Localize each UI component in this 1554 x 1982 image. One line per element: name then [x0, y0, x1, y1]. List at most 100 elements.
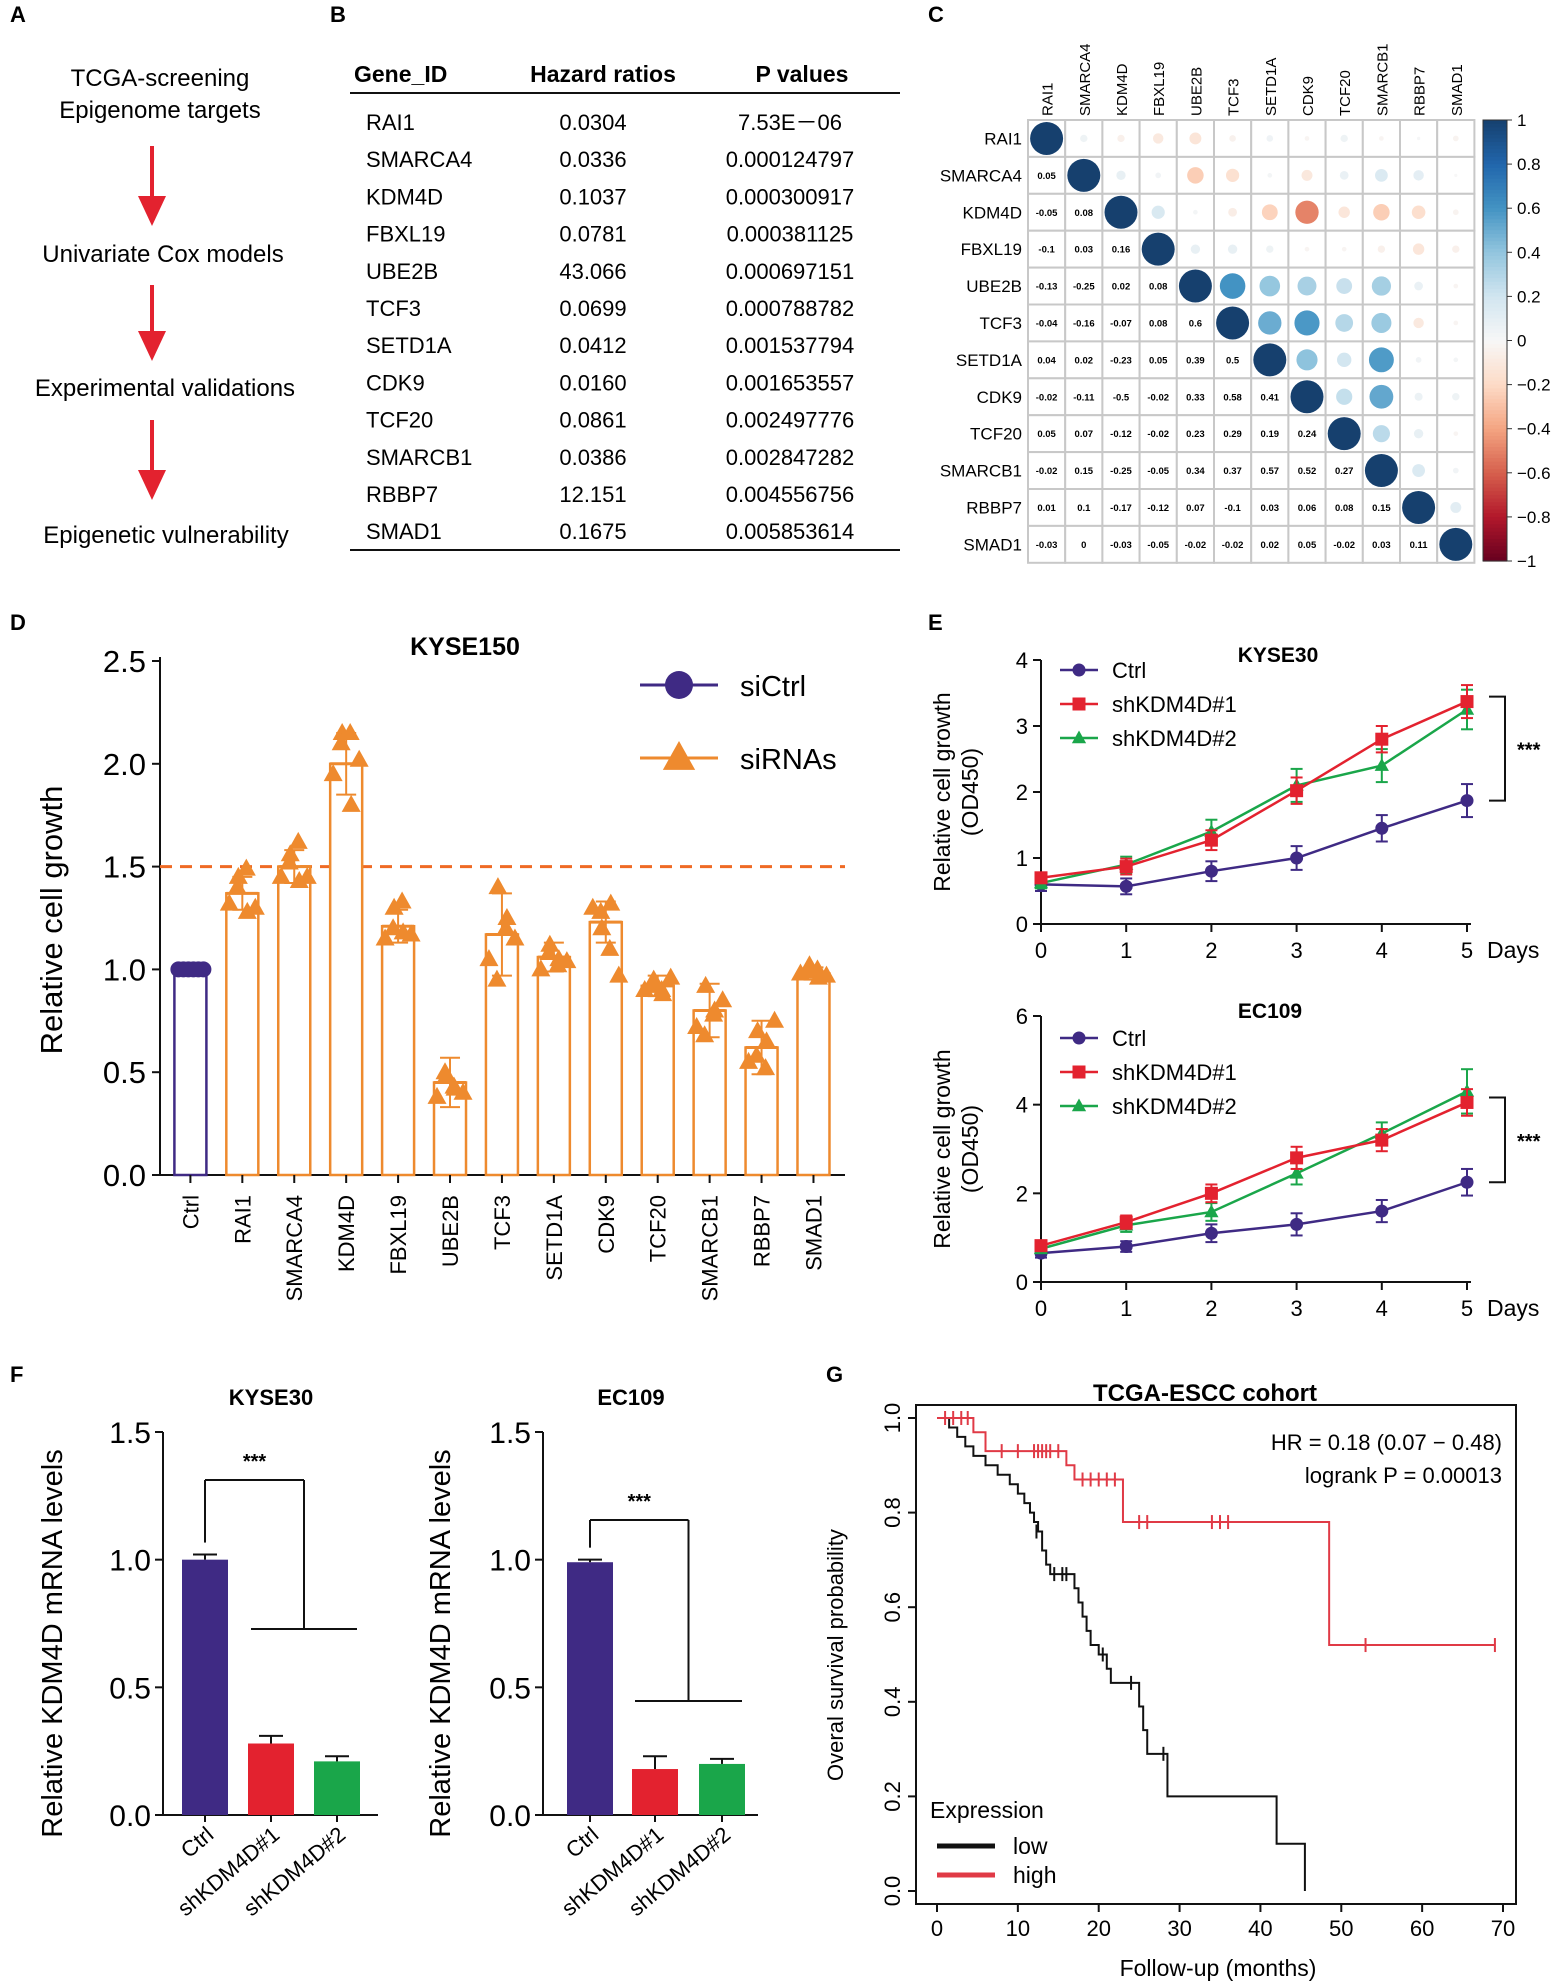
data-point [349, 749, 369, 767]
table-cell-pvalue: 0.000788782 [726, 296, 854, 321]
heatmap-coefficient-label: 0.57 [1261, 466, 1280, 477]
data-point [271, 866, 291, 884]
data-point [1119, 879, 1133, 893]
y-axis-title: Relative KDM4D mRNA levels [425, 1449, 457, 1837]
table-cell-hazard: 0.0386 [559, 445, 626, 470]
flow-step-2: Univariate Cox models [42, 241, 283, 268]
heatmap-coefficient-label: 0.37 [1223, 466, 1242, 477]
table-cell-gene: KDM4D [366, 184, 443, 209]
heatmap-circle [1327, 417, 1361, 451]
heatmap-circle [1261, 204, 1278, 221]
table-cell-hazard: 0.0861 [559, 408, 626, 433]
heatmap-coefficient-label: 0.02 [1112, 282, 1131, 293]
data-point [748, 1021, 768, 1039]
data-point [539, 942, 559, 960]
colorbar-segment [1483, 167, 1507, 173]
bar [536, 955, 572, 1177]
colorbar-tick-label: 0.8 [1517, 155, 1541, 174]
table-cell-hazard: 0.0304 [559, 110, 626, 135]
legend-label: Ctrl [1112, 1026, 1146, 1051]
bar [632, 1769, 678, 1815]
heatmap-circle [1369, 384, 1394, 409]
heatmap-coefficient-label: 0.24 [1298, 429, 1317, 440]
flow-arrow-3-head [138, 470, 166, 500]
heatmap-coefficient-label: -0.02 [1185, 540, 1207, 551]
x-tick-label: 3 [1290, 938, 1302, 963]
panel-label-e: E [928, 610, 943, 635]
heatmap-circle [1453, 320, 1459, 326]
table-header-pvalue: P values [756, 61, 849, 87]
colorbar-tick-label: 0.6 [1517, 199, 1541, 218]
y-tick-label: 1.0 [103, 952, 146, 987]
legend-marker-sictrl [665, 671, 693, 699]
heatmap-cell [1324, 524, 1364, 564]
table-cell-pvalue: 0.001537794 [726, 333, 854, 358]
legend-label: Ctrl [1112, 658, 1146, 683]
colorbar-tick-label: −0.6 [1517, 464, 1551, 483]
heatmap-circle [1371, 276, 1392, 296]
table-cell-gene: TCF3 [366, 296, 421, 321]
colorbar-segment [1483, 487, 1507, 492]
colorbar-segment [1483, 480, 1507, 485]
heatmap-coefficient-label: -0.02 [1333, 540, 1355, 551]
heatmap-cell [1436, 377, 1476, 417]
data-point [323, 764, 343, 782]
data-point [383, 918, 403, 936]
colorbar-segment [1483, 270, 1507, 275]
colorbar-segment [1483, 549, 1507, 555]
y-axis-title: Relative KDM4D mRNA levels [37, 1449, 69, 1837]
colorbar-segment [1483, 362, 1507, 367]
y-tick-label: 0.8 [880, 1497, 905, 1528]
heatmap-coefficient-label: 0.03 [1372, 540, 1391, 551]
heatmap-coefficient-label: 0.03 [1075, 245, 1094, 256]
heatmap-circle [1453, 357, 1459, 363]
data-point [591, 901, 611, 919]
data-point [245, 897, 265, 915]
heatmap-cell [1064, 229, 1104, 269]
chart-title: KYSE30 [1238, 644, 1319, 667]
flow-step-1-line-1: TCGA-screening [71, 65, 250, 92]
heatmap-circle [1301, 169, 1313, 181]
series-line [1040, 708, 1468, 885]
colorbar-segment [1483, 189, 1507, 195]
table-cell-gene: SMARCB1 [366, 445, 472, 470]
heatmap-row-label: CDK9 [977, 388, 1022, 407]
colorbar-segment [1483, 498, 1507, 503]
data-point [297, 866, 317, 884]
colorbar-segment [1483, 472, 1507, 478]
heatmap-column-label: FBXL19 [1151, 62, 1168, 116]
table-cell-pvalue: 0.004556756 [726, 482, 854, 507]
y-axis-title-line-2: (OD450) [957, 1105, 983, 1193]
x-axis-title: Follow-up (months) [1120, 1955, 1317, 1981]
table-cell-gene: TCF20 [366, 408, 433, 433]
table-cell-pvalue: 0.002497776 [726, 408, 854, 433]
heatmap-column-label: SMARCB1 [1374, 43, 1391, 116]
heatmap-circle [1364, 454, 1398, 488]
heatmap-coefficient-label: 0.06 [1298, 503, 1317, 514]
flow-arrow-1-head [138, 196, 166, 226]
heatmap-column-label: SMARCA4 [1077, 43, 1094, 116]
y-tick-label: 1 [1016, 846, 1028, 871]
colorbar-segment [1483, 123, 1507, 128]
x-tick-label: 2 [1205, 938, 1217, 963]
x-tick-label: Ctrl [561, 1822, 603, 1863]
y-axis-title-line-1: Relative cell growth [929, 692, 955, 891]
legend-label-high: high [1013, 1862, 1056, 1888]
panel-label-a: A [10, 2, 26, 27]
significance-bracket [1489, 695, 1506, 802]
significance-label: *** [628, 1491, 652, 1513]
data-point [609, 965, 629, 983]
colorbar-segment [1483, 513, 1507, 518]
colorbar-segment [1483, 384, 1507, 389]
colorbar-segment [1483, 333, 1507, 338]
x-tick-label: 5 [1461, 1296, 1473, 1321]
colorbar-segment [1483, 322, 1507, 327]
data-point [392, 891, 412, 909]
heatmap-coefficient-label: -0.1 [1038, 245, 1055, 256]
colorbar-segment [1483, 557, 1507, 562]
x-tick-label: RAI1 [230, 1195, 255, 1244]
x-tick-label: 4 [1376, 938, 1388, 963]
x-tick-label: 0 [931, 1916, 943, 1941]
heatmap-cell [1027, 524, 1067, 564]
